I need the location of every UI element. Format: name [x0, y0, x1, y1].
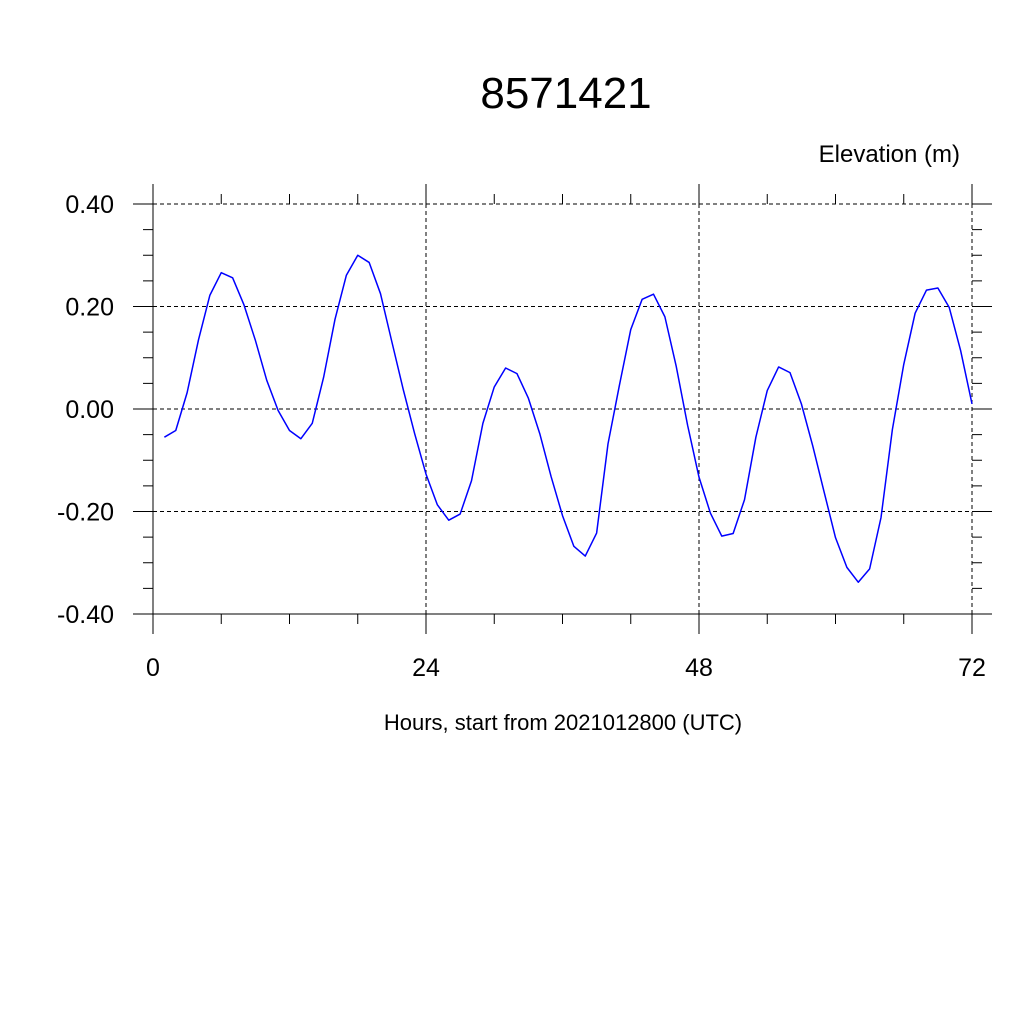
y-tick-label: 0.40 [65, 191, 114, 219]
chart-title: 8571421 [480, 69, 651, 118]
x-axis-label: Hours, start from 2021012800 (UTC) [384, 710, 742, 735]
y-tick-label: 0.20 [65, 294, 114, 322]
x-tick-label: 48 [685, 654, 713, 682]
series-group [164, 254, 973, 583]
y-tick-label: -0.20 [57, 499, 114, 527]
y-axis-units-label: Elevation (m) [819, 141, 960, 168]
x-tick-label: 72 [958, 654, 986, 682]
y-tick-label: -0.40 [57, 601, 114, 629]
tick-labels: 0.40 0.20 0.00 -0.20 -0.40 0 24 48 72 [57, 191, 986, 682]
series-line [164, 254, 973, 583]
x-tick-label: 0 [146, 654, 160, 682]
y-tick-label: 0.00 [65, 396, 114, 424]
tick-marks [133, 184, 992, 634]
x-tick-label: 24 [412, 654, 440, 682]
